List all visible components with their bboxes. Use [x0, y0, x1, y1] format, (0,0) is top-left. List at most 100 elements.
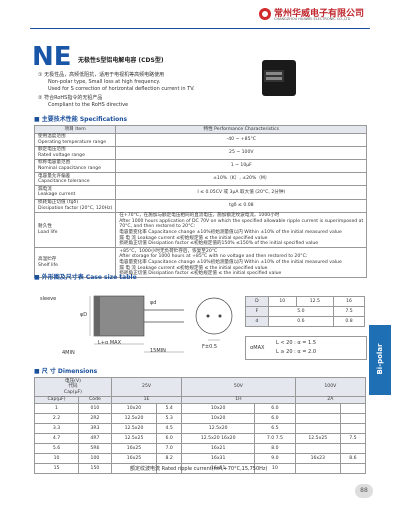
series-code: NE [32, 42, 72, 72]
section-heading: ■ 尺 寸 Dimensions [34, 368, 98, 375]
cell-line: Dissipation factor (20°C, 120Hz) [38, 205, 113, 211]
size-cell: 16x25 [110, 453, 158, 465]
cap-cell: 15 [34, 463, 79, 475]
case-row: D 10 12.5 16 [245, 296, 366, 307]
cell-line: Operating temperature range [38, 139, 107, 145]
alpha-label: αMAX [250, 345, 265, 351]
cell-line: 使用温度范围 [38, 134, 66, 140]
feature: Used for S correction of horizontal defl… [48, 86, 195, 92]
empty-cell [294, 413, 341, 425]
spec-row: 标称电容量范围 Nominal capacitance range 1 ~ 10μF [33, 158, 368, 174]
header-row: 项目 Item 特性 Performance Characteristics [33, 125, 368, 134]
company-cn: 常州华威电子有限公司 [274, 9, 365, 19]
header-cell: 特性 Performance Characteristics [115, 125, 368, 134]
cell-line: ±10%（K）, ±20%（M） [213, 176, 270, 182]
value-cell: 在+70°C，在施加与额定电压相同的直流电压，施加额定纹波电流，1000小时 Af… [115, 211, 368, 249]
value-cell: ±10%（K）, ±20%（M） [115, 172, 368, 187]
item-cell: 电容量允许偏差 Capacitance tolerance [33, 172, 117, 187]
dim-label: F±0.5 [202, 344, 218, 350]
section-heading: ■ 外形图及尺寸表 Case size table [34, 274, 137, 281]
case-cell: d [245, 316, 269, 327]
alpha-row: L < 20 : α = 1.5 [276, 340, 316, 346]
empty-cell [110, 463, 158, 475]
spec-table: 项目 Item 特性 Performance Characteristics 使用温… [33, 125, 368, 279]
cell-line: Load life [38, 230, 58, 235]
value-cell: 25 ~ 100V [115, 145, 368, 160]
dim-row: 10 100 16x25 8.2 16x31 9.0 16x23 8.6 [34, 453, 367, 465]
alpha-box: αMAX L < 20 : α = 1.5 L ≥ 20 : α = 2.0 [245, 336, 367, 360]
dim-label: 4MIN [62, 350, 75, 356]
feature: Non-polar type, Small loss at high frequ… [48, 79, 161, 85]
ripple-cell: 4.5 [156, 423, 183, 435]
value-cell: +85°C，1000小时无负荷贮存后，恢复至20°C After storage … [115, 247, 368, 279]
dim-label: φD [80, 312, 88, 318]
section-heading: ■ 主要技术性能 Specifications [34, 116, 128, 123]
case-cell: F [245, 306, 269, 317]
header-cell: 项目 Item [33, 125, 117, 134]
code-head: Code [77, 395, 112, 405]
spec-row: 漏电流 Leakage current I ≤ 0.05CV 或 3μA 取大值 (… [33, 185, 368, 200]
ripple-cell: 5.3 [156, 413, 183, 425]
ripple-cell: 10 [254, 463, 296, 475]
code-cell: 100 [77, 453, 112, 465]
size-cell: 12.5x20 [181, 423, 256, 435]
cell-line: Cap(μF) [63, 389, 82, 395]
item-cell: 耐久性 Load life [33, 211, 117, 249]
dim-label: φd [150, 300, 157, 306]
case-table: D 10 12.5 16 F 5.0 7.5 d 0.6 0.8 [245, 296, 366, 327]
item-cell: 高温贮存 Shelf life [33, 247, 117, 279]
case-cell: 7.5 [332, 306, 366, 317]
feature: Compliant to the RoHS directive [48, 102, 129, 108]
case-cell: 10 [267, 296, 297, 307]
code-cell: 5R6 [77, 443, 112, 455]
size-cell: 12.5x25 [294, 433, 341, 445]
cell-line: 漏 电 流 Leakage current ≤初始规定值 ≤ the initi… [119, 235, 268, 241]
case-cell: 5.0 [267, 306, 334, 317]
spec-row: 电容量允许偏差 Capacitance tolerance ±10%（K）, ±20… [33, 172, 368, 187]
ripple-cell: 6.0 [156, 433, 183, 445]
size-cell: 16x21 [181, 443, 256, 455]
dim-row: 2.2 2R2 12.5x20 5.3 10x20 6.0 [34, 413, 367, 425]
cap-head: Cap(μF) [34, 395, 79, 405]
cell-line: 1 ~ 10μF [230, 163, 252, 169]
case-cell: 12.5 [295, 296, 334, 307]
item-cell: 标称电容量范围 Nominal capacitance range [33, 158, 117, 174]
product-photo [262, 60, 296, 96]
ripple-cell: 6.0 [254, 403, 296, 415]
cell-line: +85°C，1000小时无负荷贮存后，恢复至20°C [119, 248, 218, 254]
ripple-cell: 7.0 7.5 [254, 433, 296, 445]
case-table-wrap: D 10 12.5 16 F 5.0 7.5 d 0.6 0.8 [245, 296, 366, 327]
cap-cell: 2.2 [34, 413, 79, 425]
feature: ② 符合RoHS指令的无铅产品 [38, 95, 103, 101]
size-cell: 16x23 [294, 453, 341, 465]
dim-table: 电压(V) 代码 Cap(μF) 25V 50V 100V Cap(μF) Code 1E 1H 2… [34, 377, 367, 475]
cell-line: 电容量变化率 Capacitance change ±10%初始测量值以内 Wi… [119, 230, 342, 235]
cell-line: 损耗角正切值 Dissipation factor ≤初始规定值 ≤ the i… [119, 271, 282, 277]
case-row: F 5.0 7.5 [245, 306, 366, 317]
dim-row: 5.6 5R6 16x25 7.0 16x21 8.0 [34, 443, 367, 455]
size-cell: 12.5x20 [110, 413, 158, 425]
value-cell: -40 ~ +85°C [115, 132, 368, 147]
cell-line: 电容量变化率 Capacitance change ±10%初始测量值以内 Wi… [119, 259, 342, 265]
cell-line: 损耗角正切值 (tgδ) [38, 200, 79, 206]
size-cell: 10x20 [181, 403, 256, 415]
cell-line: 70°C, and then restored to 20°C: [119, 224, 196, 230]
item-cell: 使用温度范围 Operating temperature range [33, 132, 117, 147]
cell-line: 25 ~ 100V [229, 150, 254, 156]
outline-drawing [89, 295, 233, 353]
dim-row: 4.7 4R7 12.5x25 6.0 12.5x20 16x20 7.0 7.5 12.5… [34, 433, 367, 445]
size-cell: 10x20 [181, 413, 256, 425]
cell-line: After 1000 hours application of DC 70V o… [119, 218, 364, 224]
vcode-cell: 2A [294, 395, 367, 405]
voltage-cell: 100V [294, 377, 367, 397]
code-cell: 2R2 [77, 413, 112, 425]
empty-cell [339, 463, 367, 475]
company-en: CHANGZHOU HUAWEI ELECTRONIC CO.,LTD [274, 17, 351, 21]
item-cell: 漏电流 Leakage current [33, 185, 117, 200]
case-cell: 16 [332, 296, 366, 307]
logo [259, 8, 271, 20]
cap-cell: 10 [34, 453, 79, 465]
ripple-cell: 8.2 [156, 453, 183, 465]
empty-cell [339, 443, 367, 455]
